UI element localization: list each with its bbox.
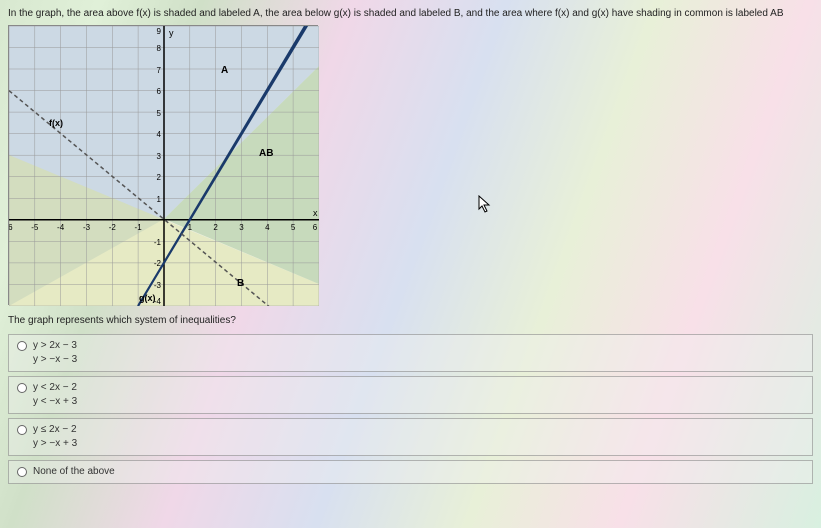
y-axis-label: y — [169, 28, 174, 38]
svg-text:1: 1 — [157, 195, 162, 204]
svg-text:-6: -6 — [9, 223, 13, 232]
radio-icon — [17, 383, 27, 393]
svg-text:8: 8 — [157, 44, 162, 53]
label-b: B — [237, 278, 244, 289]
option-label: y ≤ 2x − 2 y > −x + 3 — [33, 423, 77, 451]
option-0[interactable]: y > 2x − 3 y > −x − 3 — [8, 334, 813, 372]
options-list: y > 2x − 3 y > −x − 3 y < 2x − 2 y < −x … — [8, 334, 813, 484]
graph-svg: -6-5-4-3-2-1 123456 987654321 -1-2-3-4 A… — [9, 26, 319, 306]
svg-text:-2: -2 — [154, 259, 162, 268]
svg-text:6: 6 — [157, 87, 162, 96]
svg-text:-1: -1 — [154, 238, 162, 247]
svg-text:2: 2 — [213, 223, 218, 232]
svg-text:-3: -3 — [83, 223, 91, 232]
svg-text:3: 3 — [239, 223, 244, 232]
svg-text:-2: -2 — [109, 223, 117, 232]
option-2[interactable]: y ≤ 2x − 2 y > −x + 3 — [8, 418, 813, 456]
svg-text:9: 9 — [157, 27, 162, 36]
inequality-graph: -6-5-4-3-2-1 123456 987654321 -1-2-3-4 A… — [8, 25, 318, 305]
x-axis-label: x — [313, 208, 318, 218]
svg-text:5: 5 — [291, 223, 296, 232]
svg-text:-4: -4 — [57, 223, 65, 232]
option-label: y > 2x − 3 y > −x − 3 — [33, 339, 77, 367]
svg-text:-3: -3 — [154, 281, 162, 290]
svg-text:5: 5 — [157, 109, 162, 118]
option-label: None of the above — [33, 465, 115, 479]
radio-icon — [17, 467, 27, 477]
label-fx: f(x) — [49, 118, 63, 128]
radio-icon — [17, 341, 27, 351]
option-label: y < 2x − 2 y < −x + 3 — [33, 381, 77, 409]
svg-text:-1: -1 — [135, 223, 143, 232]
svg-text:7: 7 — [157, 66, 162, 75]
svg-text:4: 4 — [265, 223, 270, 232]
radio-icon — [17, 425, 27, 435]
option-1[interactable]: y < 2x − 2 y < −x + 3 — [8, 376, 813, 414]
svg-text:-5: -5 — [31, 223, 39, 232]
svg-text:1: 1 — [188, 223, 193, 232]
label-a: A — [221, 65, 228, 76]
prompt-text: The graph represents which system of ine… — [8, 315, 813, 326]
svg-text:3: 3 — [157, 152, 162, 161]
option-3[interactable]: None of the above — [8, 460, 813, 484]
svg-text:4: 4 — [157, 130, 162, 139]
label-ab: AB — [259, 148, 273, 159]
label-gx: g(x) — [139, 293, 156, 303]
svg-text:6: 6 — [313, 223, 318, 232]
cursor-icon — [478, 195, 494, 220]
question-text: In the graph, the area above f(x) is sha… — [8, 8, 813, 19]
svg-text:2: 2 — [157, 173, 162, 182]
